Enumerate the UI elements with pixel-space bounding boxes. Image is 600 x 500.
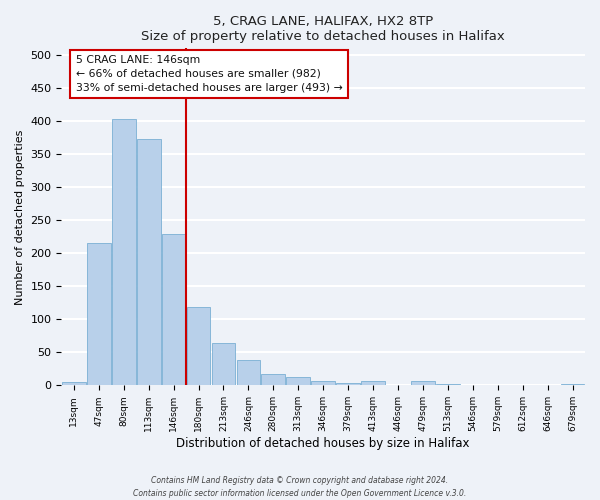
Bar: [461, 384, 485, 386]
Bar: [187, 306, 211, 386]
Bar: [137, 139, 161, 386]
Bar: [262, 374, 285, 386]
Bar: [162, 234, 185, 386]
Bar: [436, 384, 460, 386]
Bar: [361, 382, 385, 386]
Text: Contains HM Land Registry data © Crown copyright and database right 2024.
Contai: Contains HM Land Registry data © Crown c…: [133, 476, 467, 498]
Bar: [62, 382, 86, 386]
Bar: [112, 119, 136, 386]
Text: 5 CRAG LANE: 146sqm
← 66% of detached houses are smaller (982)
33% of semi-detac: 5 CRAG LANE: 146sqm ← 66% of detached ho…: [76, 55, 343, 93]
Bar: [386, 384, 410, 386]
Bar: [286, 378, 310, 386]
Bar: [87, 242, 110, 386]
Bar: [236, 360, 260, 386]
Bar: [560, 384, 584, 386]
Bar: [212, 343, 235, 386]
Bar: [336, 384, 360, 386]
Bar: [411, 382, 435, 386]
Y-axis label: Number of detached properties: Number of detached properties: [15, 129, 25, 304]
X-axis label: Distribution of detached houses by size in Halifax: Distribution of detached houses by size …: [176, 437, 470, 450]
Bar: [311, 382, 335, 386]
Title: 5, CRAG LANE, HALIFAX, HX2 8TP
Size of property relative to detached houses in H: 5, CRAG LANE, HALIFAX, HX2 8TP Size of p…: [142, 15, 505, 43]
